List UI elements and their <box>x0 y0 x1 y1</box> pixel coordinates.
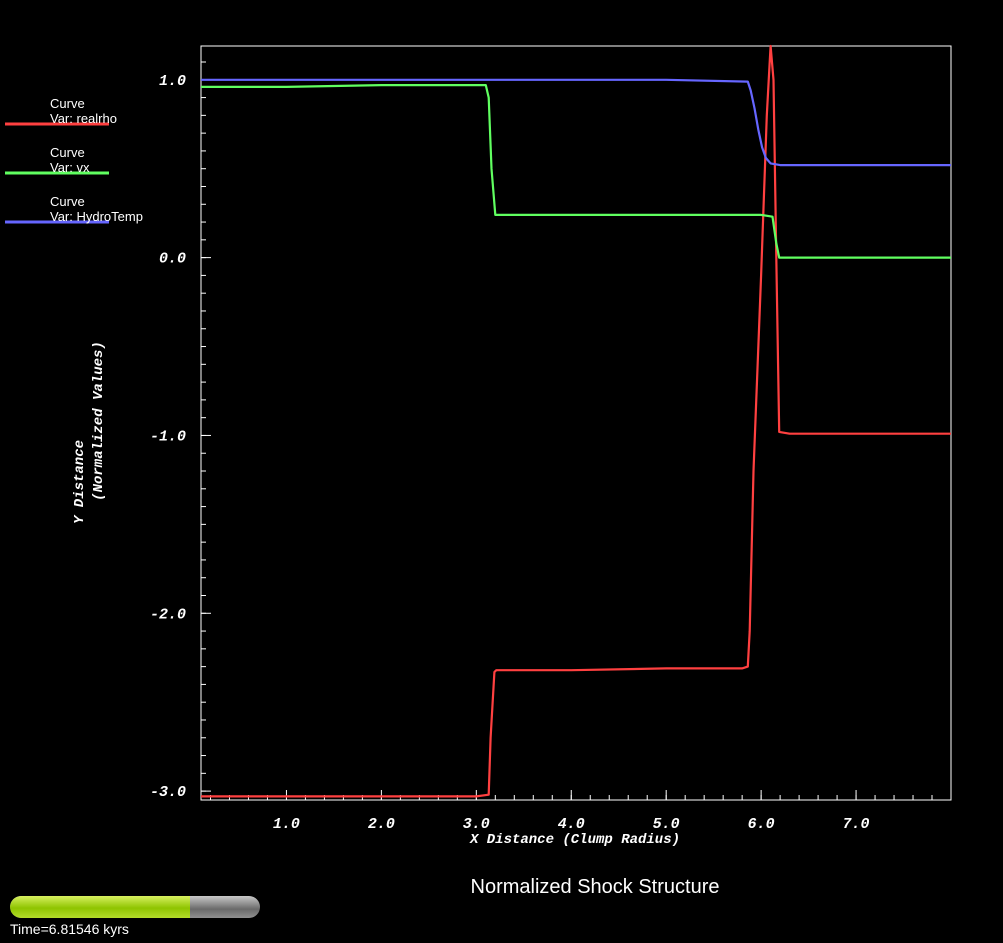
x-tick-label: 4.0 <box>558 816 585 833</box>
legend-entry-hydrotemp-name: Curve <box>50 194 85 209</box>
x-tick-label: 1.0 <box>273 816 300 833</box>
y-tick-label: 0.0 <box>159 251 186 268</box>
x-tick-label: 2.0 <box>368 816 395 833</box>
series-line-realrho <box>201 44 951 798</box>
x-tick-label: 5.0 <box>653 816 680 833</box>
y-tick-label: -2.0 <box>150 606 186 623</box>
time-label: Time=6.81546 kyrs <box>10 921 129 937</box>
series-line-hydrotemp <box>201 78 951 167</box>
legend-entry-hydrotemp-var: Var: HydroTemp <box>50 209 143 224</box>
legend-entry-vx-name: Curve <box>50 145 85 160</box>
time-progress-bar[interactable] <box>10 896 260 918</box>
y-axis-title-line1: Y Distance <box>72 440 88 524</box>
time-progress-fill <box>10 896 190 918</box>
plot-area-frame <box>200 45 952 801</box>
x-tick-label: 6.0 <box>748 816 775 833</box>
legend-entry-realrho-var: Var: realrho <box>50 111 117 126</box>
x-tick-label: 3.0 <box>463 816 490 833</box>
legend-entry-vx-var: Var: vx <box>50 160 90 175</box>
y-tick-label: -1.0 <box>150 428 186 445</box>
x-axis-title: X Distance (Clump Radius) <box>469 832 680 848</box>
series-lines <box>201 44 951 798</box>
y-tick-label: 1.0 <box>159 73 186 90</box>
legend-entry-realrho-name: Curve <box>50 96 85 111</box>
x-tick-label: 7.0 <box>843 816 870 833</box>
chart-title: Normalized Shock Structure <box>470 876 720 898</box>
series-line-vx <box>201 83 951 259</box>
y-axis-ticks: 1.0 0.0 -1.0 -2.0 -3.0 <box>150 73 211 801</box>
minor-ticks <box>201 61 933 800</box>
y-axis-title-line2: (Normalized Values) <box>91 341 107 501</box>
x-axis-ticks: 1.0 2.0 3.0 4.0 5.0 6.0 7.0 <box>273 790 870 833</box>
y-tick-label: -3.0 <box>150 784 186 801</box>
